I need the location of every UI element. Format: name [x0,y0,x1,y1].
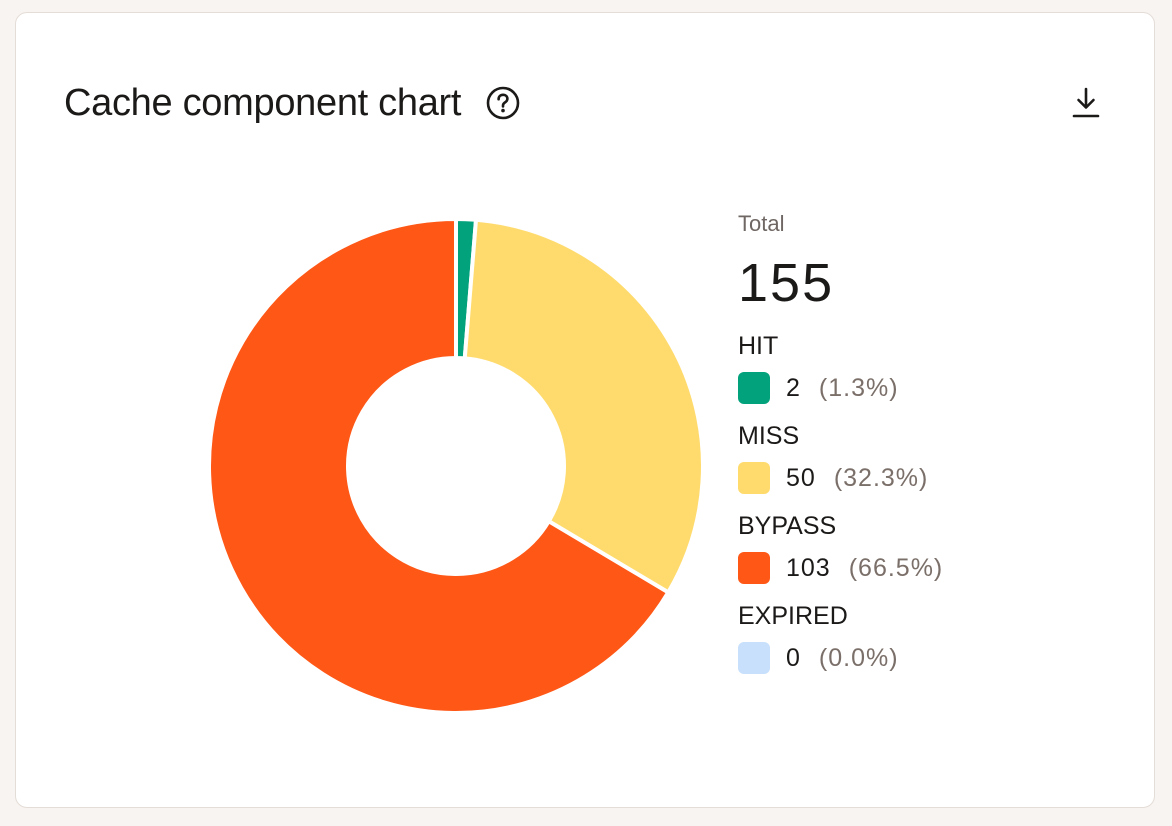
legend-percent: (32.3%) [833,463,929,492]
legend-percent: (66.5%) [848,553,944,582]
cache-chart-card: Cache component chart Total 155 HIT 2 [15,12,1155,808]
legend-item-bypass[interactable]: BYPASS 103 (66.5%) [738,509,1068,585]
donut-slice-miss[interactable] [462,217,705,595]
legend-swatch [738,552,770,584]
legend-item-miss[interactable]: MISS 50 (32.3%) [738,419,1068,495]
legend-swatch [738,462,770,494]
donut-slice-bypass[interactable] [207,217,671,715]
download-icon [1072,87,1100,118]
legend-count: 50 [786,463,816,492]
legend-swatch [738,642,770,674]
help-circle-icon[interactable] [485,85,521,121]
legend-count: 2 [786,373,801,402]
download-button[interactable] [1066,83,1106,123]
card-header: Cache component chart [64,79,1106,127]
chart-legend: Total 155 HIT 2 (1.3%) MISS 50 (32.3%) B… [738,209,1068,675]
legend-label: EXPIRED [738,602,848,630]
total-label: Total [738,211,785,236]
legend-count: 103 [786,553,831,582]
legend-swatch [738,372,770,404]
legend-label: MISS [738,422,800,450]
card-title: Cache component chart [64,81,462,124]
legend-item-expired[interactable]: EXPIRED 0 (0.0%) [738,599,1068,675]
legend-label: HIT [738,332,779,360]
donut-chart [207,217,705,715]
legend-count: 0 [786,643,801,672]
legend-percent: (1.3%) [818,373,899,402]
legend-label: BYPASS [738,512,837,540]
total-value: 155 [738,253,835,313]
legend-item-hit[interactable]: HIT 2 (1.3%) [738,329,1068,405]
legend-percent: (0.0%) [818,643,899,672]
